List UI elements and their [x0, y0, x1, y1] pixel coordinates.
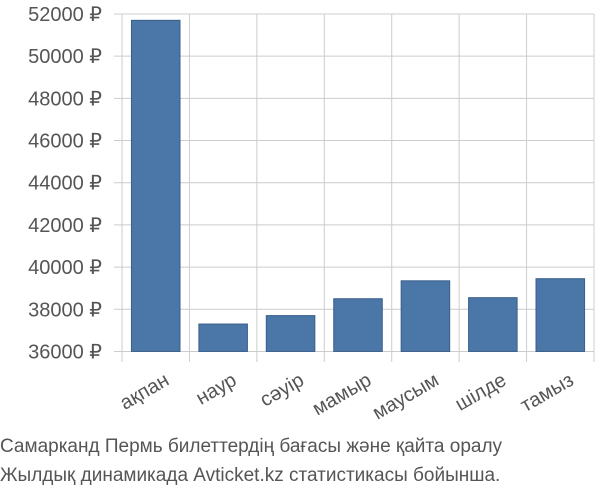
chart-caption: Самарканд Пермь билеттердің бағасы және …	[0, 432, 600, 490]
y-tick-label: 48000 ₽	[28, 88, 102, 110]
x-tick-label: сәуір	[256, 369, 307, 411]
caption-line-2: Жылдық динамикада Avticket.kz статистика…	[0, 465, 501, 486]
y-tick-label: 40000 ₽	[28, 257, 102, 279]
x-tick-label: маусым	[369, 369, 443, 424]
y-tick-label: 46000 ₽	[28, 131, 102, 153]
x-tick-label: мамыр	[309, 369, 376, 420]
y-tick-label: 42000 ₽	[28, 215, 102, 237]
bars	[130, 19, 586, 352]
caption-line-1: Самарканд Пермь билеттердің бағасы және …	[0, 436, 503, 457]
y-axis-tick-labels: 36000 ₽ 38000 ₽ 40000 ₽ 42000 ₽ 44000 ₽ 46000…	[28, 4, 102, 363]
x-tick-label: шілде	[452, 369, 511, 416]
bar-2	[198, 323, 248, 352]
y-tick-label: 52000 ₽	[28, 4, 102, 26]
bar-5	[400, 280, 451, 352]
x-tick-label: тамыз	[517, 369, 578, 417]
x-tick-label: ақпан	[116, 369, 173, 414]
bar-4	[333, 298, 383, 352]
y-tick-label: 44000 ₽	[28, 173, 102, 195]
x-tick-label: наур	[192, 369, 240, 409]
y-tick-label: 38000 ₽	[28, 299, 102, 321]
bar-3	[265, 315, 316, 352]
price-bar-chart: 36000 ₽ 38000 ₽ 40000 ₽ 42000 ₽ 44000 ₽ 46000…	[28, 4, 595, 424]
bar-1	[130, 19, 181, 352]
y-tick-label: 50000 ₽	[28, 46, 102, 68]
bar-7	[535, 278, 586, 352]
bar-6	[468, 297, 518, 352]
y-tick-label: 36000 ₽	[28, 341, 102, 363]
grid-lines	[114, 13, 595, 362]
